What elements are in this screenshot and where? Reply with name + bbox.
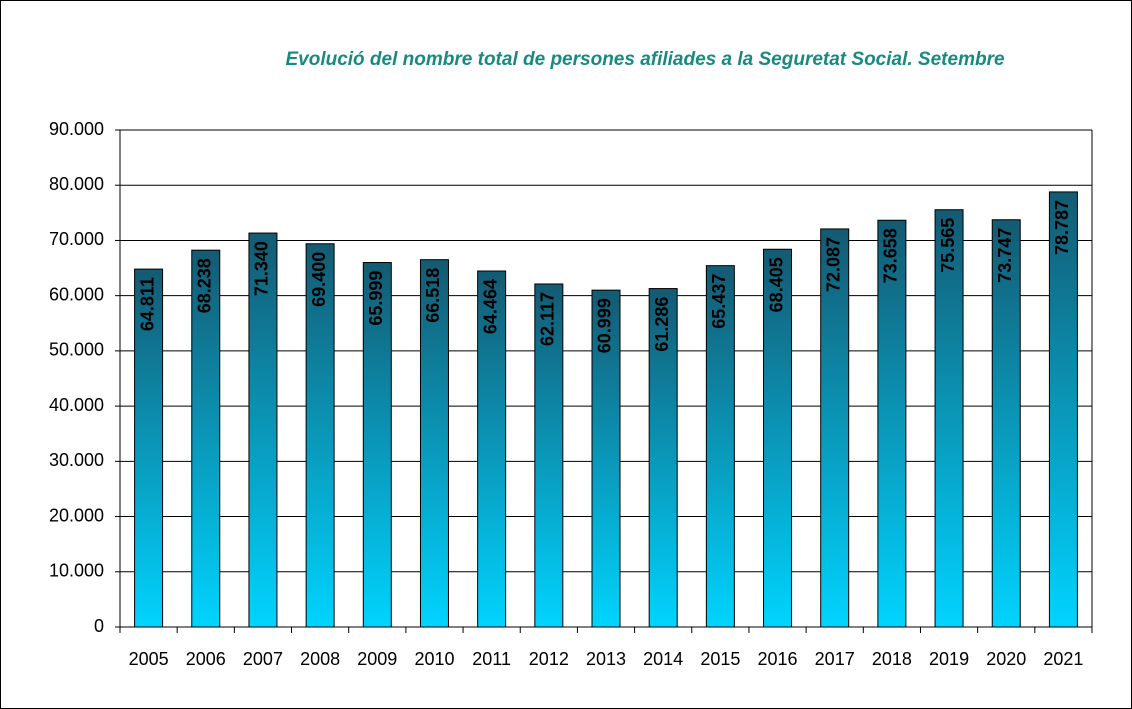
x-tick-label: 2017 xyxy=(815,649,855,669)
data-label: 72.087 xyxy=(823,237,843,292)
bar xyxy=(763,248,793,628)
x-tick-label: 2019 xyxy=(929,649,969,669)
data-label: 65.437 xyxy=(709,274,729,329)
x-tick-label: 2015 xyxy=(700,649,740,669)
x-tick-label: 2007 xyxy=(243,649,283,669)
bar xyxy=(191,249,221,628)
bar xyxy=(248,232,278,628)
y-tick-label: 50.000 xyxy=(49,340,104,360)
x-tick-label: 2021 xyxy=(1043,649,1083,669)
x-tick-label: 2005 xyxy=(129,649,169,669)
bar xyxy=(305,243,335,628)
data-label: 69.400 xyxy=(309,252,329,307)
y-tick-label: 30.000 xyxy=(49,450,104,470)
y-tick-label: 80.000 xyxy=(49,174,104,194)
bar xyxy=(591,289,621,628)
x-tick-label: 2018 xyxy=(872,649,912,669)
data-label: 68.238 xyxy=(195,258,215,313)
data-label: 66.518 xyxy=(423,268,443,323)
x-tick-label: 2008 xyxy=(300,649,340,669)
data-label: 73.658 xyxy=(881,228,901,283)
y-tick-label: 70.000 xyxy=(49,229,104,249)
x-tick-label: 2012 xyxy=(529,649,569,669)
x-tick-label: 2011 xyxy=(472,649,511,669)
y-tick-label: 60.000 xyxy=(49,284,104,304)
bar xyxy=(877,219,907,628)
data-label: 75.565 xyxy=(938,218,958,273)
data-label: 61.286 xyxy=(652,297,672,352)
bar xyxy=(934,209,964,628)
x-tick-label: 2013 xyxy=(586,649,626,669)
x-tick-label: 2010 xyxy=(414,649,454,669)
data-label: 78.787 xyxy=(1052,200,1072,255)
bar xyxy=(534,283,564,628)
data-label: 64.464 xyxy=(480,279,500,334)
x-tick-label: 2020 xyxy=(986,649,1026,669)
y-tick-label: 20.000 xyxy=(49,505,104,525)
y-tick-label: 90.000 xyxy=(49,119,104,139)
bar xyxy=(134,268,164,628)
y-tick-label: 40.000 xyxy=(49,395,104,415)
data-label: 60.999 xyxy=(595,298,615,353)
data-label: 65.999 xyxy=(366,271,386,326)
bar xyxy=(1048,191,1078,628)
data-label: 64.811 xyxy=(137,277,157,331)
chart-title: Evolució del nombre total de persones af… xyxy=(285,49,1004,70)
bar xyxy=(362,262,392,628)
data-label: 71.340 xyxy=(252,241,272,296)
data-label: 62.117 xyxy=(538,292,558,346)
x-tick-label: 2016 xyxy=(758,649,798,669)
x-tick-label: 2006 xyxy=(186,649,226,669)
data-label: 73.747 xyxy=(995,228,1015,283)
data-label: 68.405 xyxy=(766,257,786,312)
y-tick-label: 0 xyxy=(94,616,104,636)
bar xyxy=(991,219,1021,628)
x-tick-label: 2014 xyxy=(643,649,683,669)
y-tick-label: 10.000 xyxy=(49,561,104,581)
x-tick-label: 2009 xyxy=(357,649,397,669)
